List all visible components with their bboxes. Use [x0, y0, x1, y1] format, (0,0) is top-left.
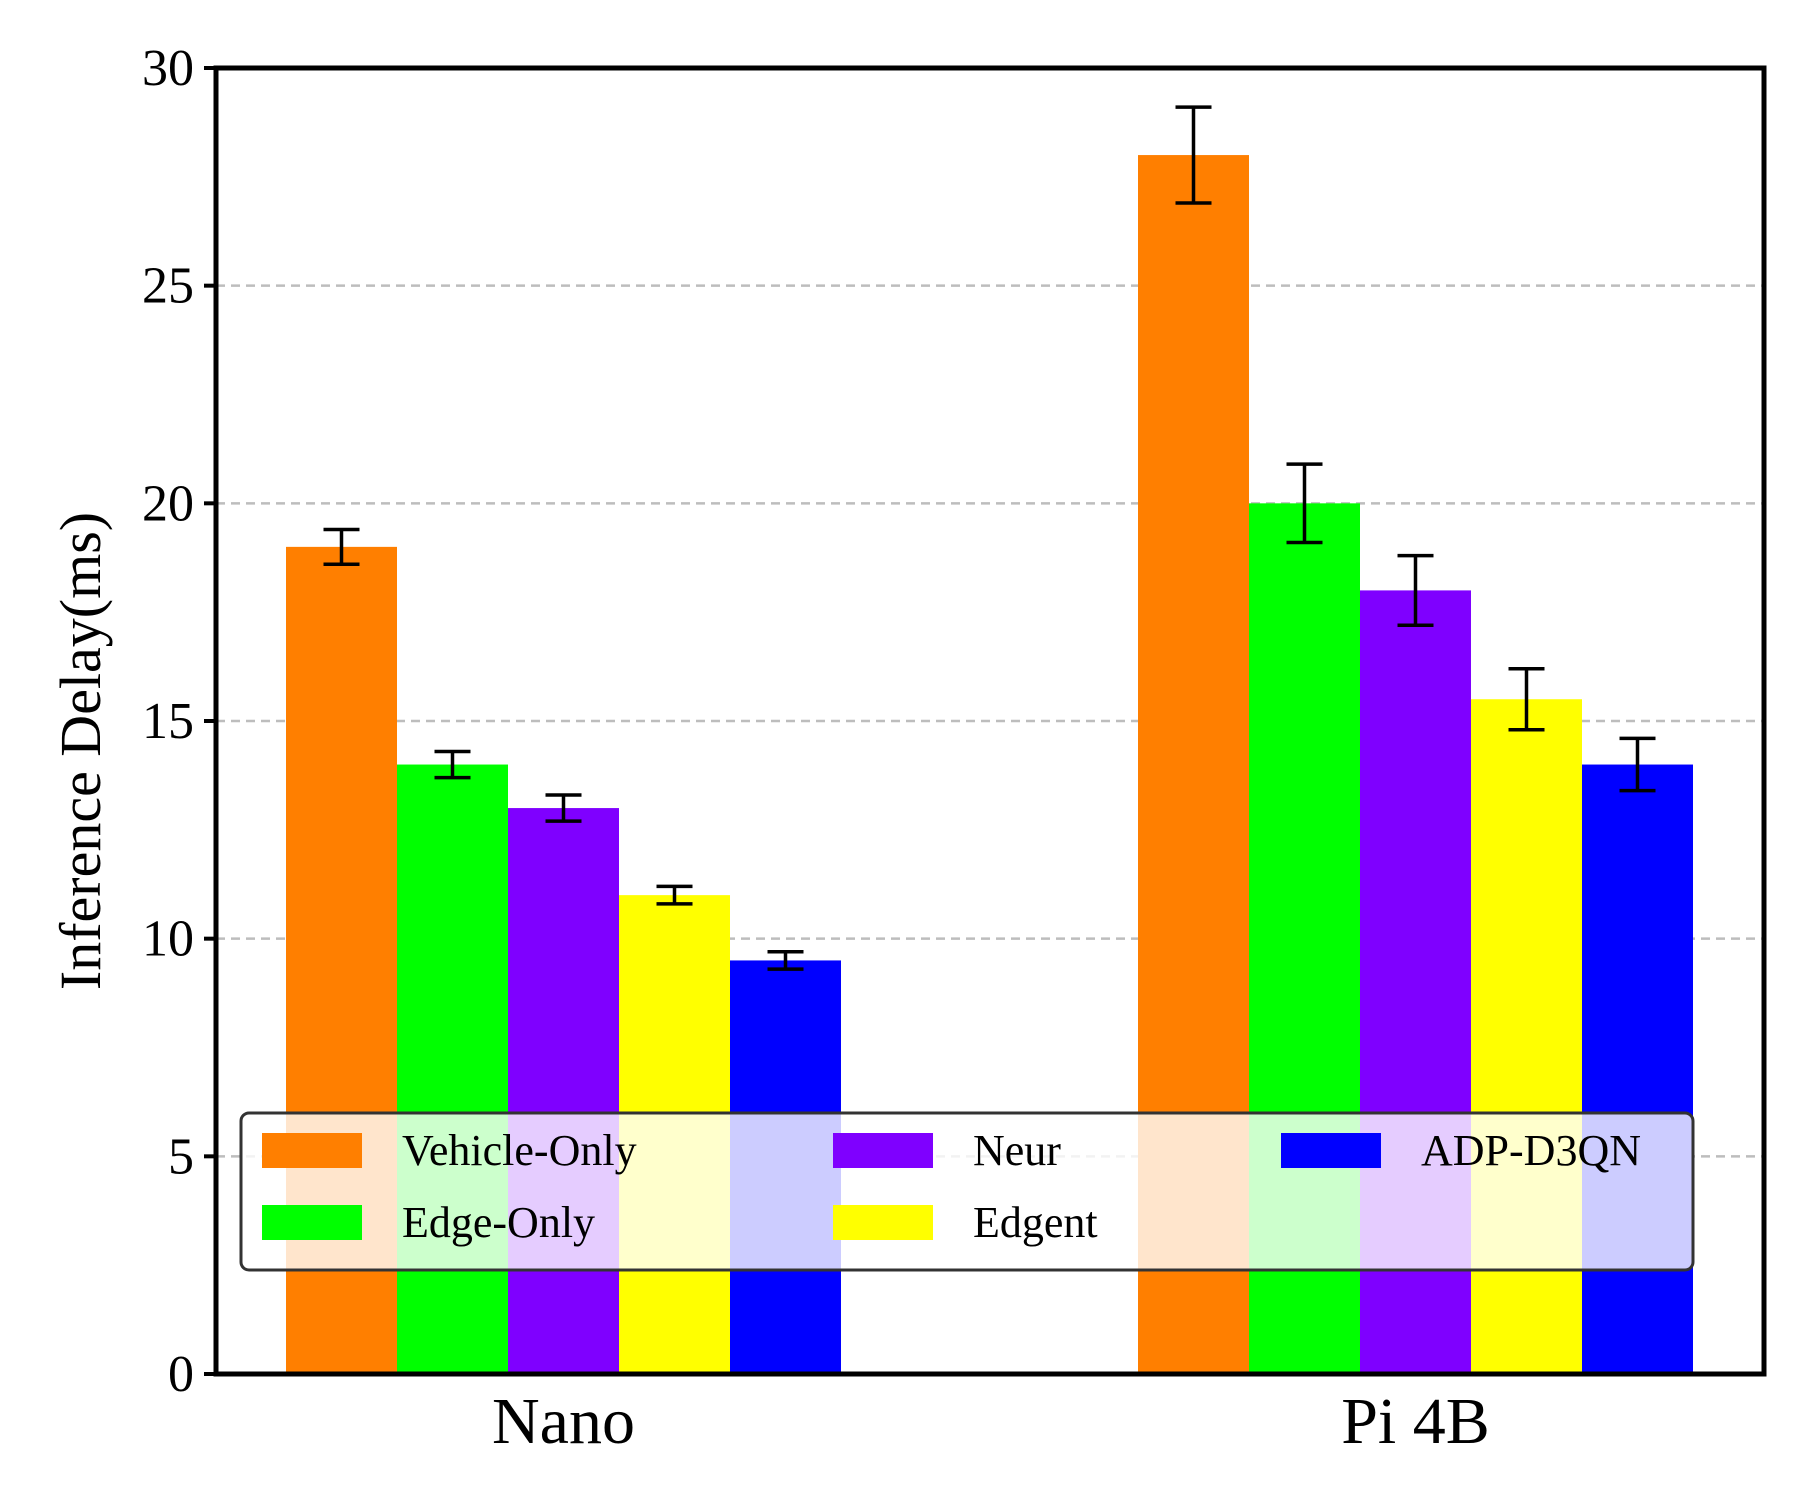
y-tick-label-0: 0	[168, 1346, 194, 1403]
legend-label-adp-d3qn: ADP-D3QN	[1421, 1126, 1641, 1175]
legend-label-vehicle-only: Vehicle-Only	[402, 1126, 637, 1175]
legend-swatch-adp-d3qn	[1281, 1133, 1381, 1168]
legend: Vehicle-Only Edge-Only Neur Edgent ADP-D3QN	[239, 1111, 1695, 1272]
labels: Inference Delay(ms) Nano Pi 4B	[48, 512, 1490, 1458]
y-tick-label-25: 25	[142, 258, 194, 315]
x-tick-label-nano: Nano	[492, 1385, 635, 1458]
y-tick-label-15: 15	[142, 693, 194, 750]
y-tick-label-20: 20	[142, 475, 194, 532]
bar-edge-only-nano	[397, 764, 508, 1374]
y-tick-label-5: 5	[168, 1128, 194, 1185]
bar-neur-nano	[508, 808, 619, 1374]
legend-swatch-vehicle-only	[262, 1133, 362, 1168]
y-tick-label-10: 10	[142, 911, 194, 968]
legend-label-edge-only: Edge-Only	[402, 1198, 595, 1247]
x-tick-label-pi-4b: Pi 4B	[1341, 1385, 1490, 1458]
error-bars	[323, 105, 1656, 971]
bar-edgent-pi-4b	[1471, 699, 1582, 1374]
legend-label-neur: Neur	[973, 1126, 1061, 1175]
legend-swatch-edge-only	[262, 1205, 362, 1240]
legend-label-edgent: Edgent	[973, 1198, 1098, 1247]
axes: 0 5 10 15 20 25 30	[142, 40, 1767, 1403]
y-axis-label: Inference Delay(ms)	[48, 512, 113, 990]
bar-adp-d3qn-pi-4b	[1582, 764, 1693, 1374]
y-tick-label-30: 30	[142, 40, 194, 97]
legend-swatch-neur	[833, 1133, 933, 1168]
legend-swatch-edgent	[833, 1205, 933, 1240]
